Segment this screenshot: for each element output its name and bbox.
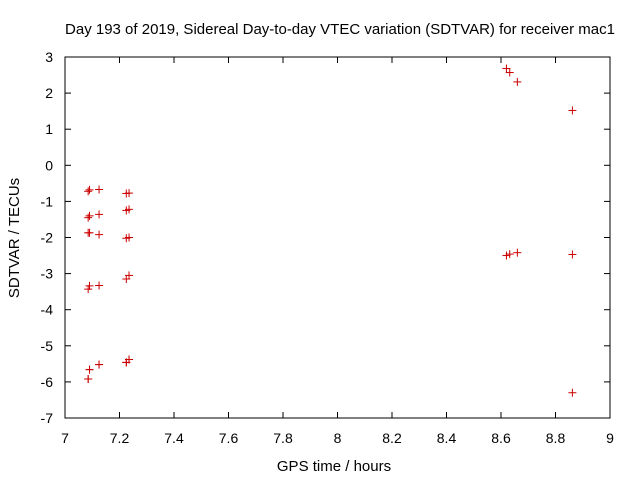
- data-point: [84, 213, 93, 222]
- y-tick-label: -7: [41, 410, 54, 426]
- data-point: [84, 187, 93, 196]
- x-tick-label: 7: [61, 430, 69, 446]
- data-point: [84, 375, 93, 384]
- y-axis-ticks: 3 2 1 0 -1 -2 -3 -4 -5 -6 -7: [41, 49, 610, 426]
- x-tick-label: 8.6: [491, 430, 511, 446]
- y-tick-label: 0: [45, 157, 53, 173]
- data-point: [125, 233, 134, 242]
- x-axis-ticks: 7 7.2 7.4 7.6 7.8 8 8.2 8.4 8.6 8.8 9: [61, 57, 614, 446]
- data-point: [85, 365, 94, 374]
- data-point: [513, 248, 522, 257]
- y-axis-label: SDTVAR / TECUs: [6, 178, 23, 298]
- data-point: [84, 285, 93, 294]
- data-point: [85, 211, 94, 220]
- x-tick-label: 7.6: [219, 430, 239, 446]
- chart-title: Day 193 of 2019, Sidereal Day-to-day VTE…: [65, 21, 615, 38]
- y-tick-label: 3: [45, 49, 53, 65]
- x-tick-label: 8.2: [382, 430, 402, 446]
- y-tick-label: 1: [45, 121, 53, 137]
- y-tick-label: -3: [41, 266, 54, 282]
- x-tick-label: 7.2: [110, 430, 130, 446]
- data-point: [85, 185, 94, 194]
- data-point: [125, 205, 134, 214]
- data-point: [95, 281, 104, 290]
- data-point: [85, 228, 94, 237]
- data-point: [125, 189, 134, 198]
- data-point: [95, 360, 104, 369]
- data-point: [125, 271, 134, 280]
- x-tick-label: 7.8: [273, 430, 293, 446]
- y-tick-label: -4: [41, 302, 54, 318]
- x-tick-label: 7.4: [164, 430, 184, 446]
- data-point: [502, 64, 511, 73]
- data-point: [505, 68, 514, 77]
- x-tick-label: 8.8: [546, 430, 566, 446]
- data-point: [95, 185, 104, 194]
- y-tick-label: -1: [41, 193, 54, 209]
- x-tick-label: 8.4: [437, 430, 457, 446]
- data-point: [505, 250, 514, 259]
- y-tick-label: 2: [45, 85, 53, 101]
- y-tick-label: -6: [41, 374, 54, 390]
- data-point: [95, 210, 104, 219]
- x-axis-label: GPS time / hours: [277, 458, 391, 475]
- y-tick-label: -2: [41, 230, 54, 246]
- y-tick-label: -5: [41, 338, 54, 354]
- data-point: [568, 250, 577, 259]
- x-tick-label: 8: [334, 430, 342, 446]
- data-point: [502, 251, 511, 260]
- data-point: [125, 355, 134, 364]
- data-point: [568, 388, 577, 397]
- data-points: [84, 64, 577, 397]
- data-point: [85, 281, 94, 290]
- data-point: [568, 106, 577, 115]
- x-tick-label: 9: [606, 430, 614, 446]
- data-point: [95, 230, 104, 239]
- data-point: [513, 77, 522, 86]
